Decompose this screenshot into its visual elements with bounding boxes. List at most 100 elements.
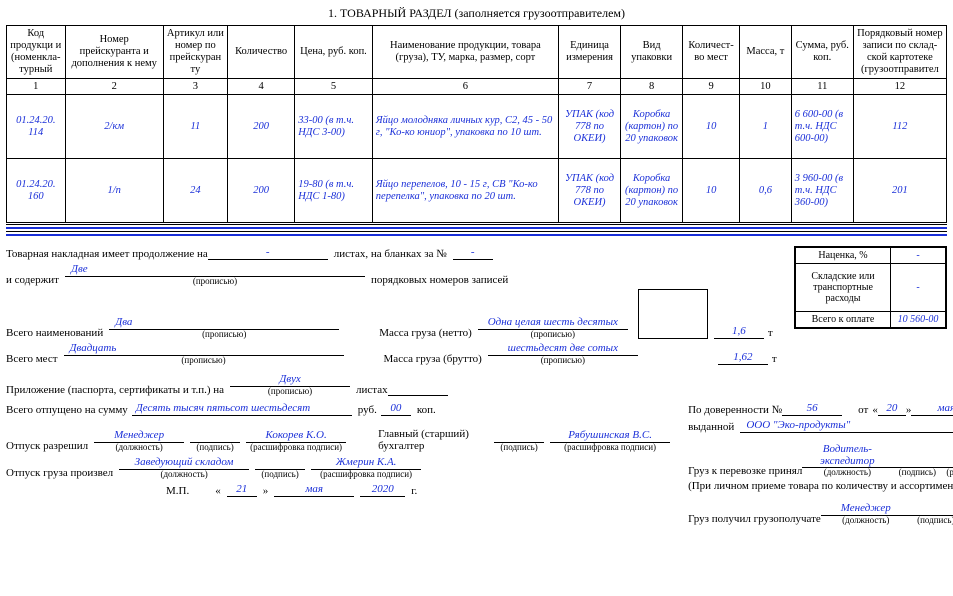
cell: 10 (683, 159, 740, 223)
table-row: 01.24.20. 114 2/км 11 200 33-00 (в т.ч. … (7, 95, 947, 159)
received-pos: Менеджер (821, 502, 911, 516)
cont-dash2: - (453, 246, 493, 260)
th-3: Артикул или номер по прейскуран ту (163, 26, 227, 79)
rule-thin (6, 224, 947, 225)
th-11: Сумма, руб. коп. (791, 26, 853, 79)
released-sign (255, 456, 305, 470)
total-label: Всего к оплате (796, 312, 891, 328)
cap: (должность) (842, 516, 889, 525)
cell: 11 (163, 95, 227, 159)
date-year: 2020 (360, 483, 405, 497)
cap: (прописью) (268, 387, 312, 396)
skl-val: - (891, 264, 946, 312)
cn-10: 10 (740, 79, 792, 95)
chief-dec: Рябушинская В.С. (550, 429, 670, 443)
cell: УПАК (код 778 по ОКЕИ) (559, 95, 621, 159)
cap: (расшифровка подписи) (250, 443, 342, 452)
chief-sign (494, 429, 544, 443)
massgross-pre: Масса груза (брутто) (384, 353, 482, 365)
massgross-num: 1,62 (718, 351, 768, 365)
th-10: Масса, т (740, 26, 792, 79)
cell: 201 (853, 159, 946, 223)
lower-section: Наценка, % - Складские или транспортные … (6, 246, 947, 528)
released-pos: Заведующий складом (119, 456, 249, 470)
skl-label: Складские или транспортные расходы (796, 264, 891, 312)
cn-8: 8 (621, 79, 683, 95)
places-pre: Всего мест (6, 353, 58, 365)
cell: Яйцо молодняка личных кур, С2, 45 - 50 г… (372, 95, 558, 159)
cap: (подпись) (899, 468, 936, 477)
cont-dash: - (208, 246, 328, 260)
summary-box: Наценка, % - Складские или транспортные … (794, 246, 947, 329)
places-val: Двадцать (64, 342, 344, 356)
th-1: Код продукци и (номенкла-турный (7, 26, 66, 79)
cn-4: 4 (227, 79, 294, 95)
cap: (должность) (115, 443, 162, 452)
cn-7: 7 (559, 79, 621, 95)
th-2: Номер прейскуранта и дополнения к нему (65, 26, 163, 79)
cell: 0,6 (740, 159, 792, 223)
accepted-dec: Румянов В.О. (942, 454, 953, 468)
cell: 2/км (65, 95, 163, 159)
cn-9: 9 (683, 79, 740, 95)
sum-val: Десять тысяч пятьсот шестьдесят (132, 402, 352, 416)
cn-6: 6 (372, 79, 558, 95)
sum-rub: руб. (358, 404, 377, 416)
received-label: Груз получил грузополучате (688, 513, 821, 525)
cap: (расшифровка подписи) (946, 468, 953, 477)
sum-kop-val: 00 (381, 402, 411, 416)
cap: (прописью) (193, 277, 237, 286)
cn-1: 1 (7, 79, 66, 95)
dov-num: 56 (782, 402, 842, 416)
app-blank (388, 382, 448, 396)
nacenka-label: Наценка, % (796, 248, 891, 264)
date-month: мая (274, 483, 354, 497)
cell: Яйцо перепелов, 10 - 15 г, СВ "Ко-ко пер… (372, 159, 558, 223)
accepted-sign (892, 454, 942, 468)
date-day: 21 (227, 483, 257, 497)
cell: УПАК (код 778 по ОКЕИ) (559, 159, 621, 223)
cap: (прописью) (181, 356, 225, 365)
personal: (При личном приеме товара по количеству … (688, 480, 953, 492)
cn-5: 5 (295, 79, 373, 95)
cell: 33-00 (в т.ч. НДС 3-00) (295, 95, 373, 159)
mp: М.П. (166, 485, 189, 497)
dov-ot: от (858, 404, 868, 416)
table-colnum-row: 1 2 3 4 5 6 7 8 9 10 11 12 (7, 79, 947, 95)
cell: 1/п (65, 159, 163, 223)
cap: (должность) (824, 468, 871, 477)
nacenka-val: - (891, 248, 946, 264)
cap: (подпись) (261, 470, 298, 479)
section-title: 1. ТОВАРНЫЙ РАЗДЕЛ (заполняется грузоотп… (6, 6, 947, 21)
rule-blue (6, 234, 947, 236)
th-8: Вид упаковки (621, 26, 683, 79)
names-val: Два (109, 316, 339, 330)
app-post: листах (356, 384, 388, 396)
cap: (расшифровка подписи) (564, 443, 656, 452)
cell: 01.24.20. 114 (7, 95, 66, 159)
cap: (расшифровка подписи) (320, 470, 412, 479)
accepted-pos: Водитель-экспедитор (802, 443, 892, 468)
goods-table: Код продукци и (номенкла-турный Номер пр… (6, 25, 947, 223)
release-label: Отпуск разрешил (6, 440, 88, 452)
cn-2: 2 (65, 79, 163, 95)
cap: (прописью) (202, 330, 246, 339)
received-sign (911, 502, 953, 516)
release-pos: Менеджер (94, 429, 184, 443)
massnet-words: Одна целая шесть десятых (478, 316, 628, 330)
cell: Коробка (картон) по 20 упаковок (621, 95, 683, 159)
release-dec: Кокорев К.О. (246, 429, 346, 443)
cap: (прописью) (531, 330, 575, 339)
contain-val: Две (65, 263, 365, 277)
chief-label: Главный (старший) бухгалтер (378, 428, 488, 452)
th-6: Наименование продукции, товара (груза), … (372, 26, 558, 79)
cont-mid: листах, на бланках за № (334, 248, 447, 260)
th-5: Цена, руб. коп. (295, 26, 373, 79)
cn-12: 12 (853, 79, 946, 95)
th-7: Единица измерения (559, 26, 621, 79)
cell: 200 (227, 95, 294, 159)
massnet-pre: Масса груза (нетто) (379, 327, 472, 339)
cell: 10 (683, 95, 740, 159)
cell: 112 (853, 95, 946, 159)
app-val: Двух (230, 373, 350, 387)
